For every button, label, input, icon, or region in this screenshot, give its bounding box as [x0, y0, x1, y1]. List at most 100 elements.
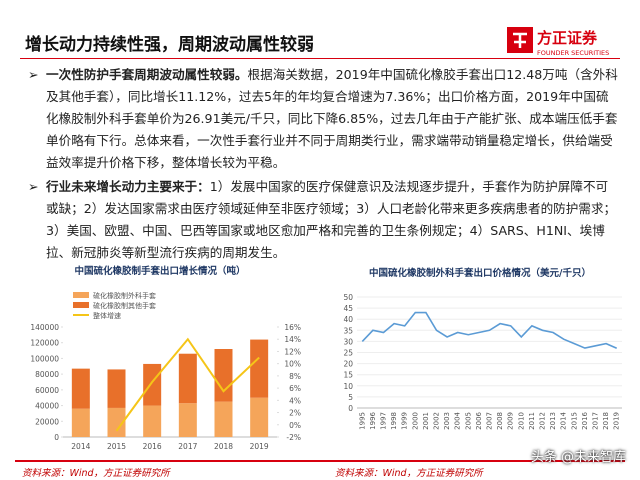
logo-text: 方正证券 [537, 29, 598, 47]
y-tick-label: 45 [343, 304, 353, 313]
chart-title: 中国硫化橡胶制外科手套出口价格情况（美元/千只） [369, 267, 591, 279]
y2-tick-label: 8% [289, 372, 301, 381]
x-tick-label: 2019 [613, 412, 621, 430]
logo-subtext: FOUNDER SECURITIES [537, 49, 609, 57]
logo-mark [513, 32, 527, 48]
y-tick-label: 30 [343, 337, 353, 346]
y-tick-label: 20000 [35, 417, 59, 426]
x-tick-label: 2014 [560, 411, 568, 429]
bar [143, 405, 162, 437]
x-tick-label: 2001 [422, 412, 430, 430]
y-tick-label: 35 [343, 326, 353, 335]
y2-tick-label: 2% [289, 409, 301, 418]
y-tick-label: 60000 [35, 386, 59, 395]
x-tick-label: 2016 [143, 442, 162, 451]
y2-tick-label: 16% [284, 323, 301, 332]
bar [250, 397, 269, 437]
y2-tick-label: 0% [289, 421, 301, 430]
y-tick-label: 25 [343, 349, 353, 358]
y-tick-label: 15 [343, 371, 353, 380]
y2-tick-label: 10% [284, 360, 301, 369]
x-tick-label: 2002 [433, 412, 441, 430]
x-tick-label: 1997 [380, 412, 388, 430]
x-tick-label: 2010 [517, 412, 525, 430]
bullet-text: 1）发展中国家的医疗保健意识及法规逐步提升，手套作为防护屏障不可或缺；2）发达国… [46, 179, 617, 260]
bullet: ➢ 行业未来增长动力主要来于：1）发展中国家的医疗保健意识及法规逐步提升，手套作为… [28, 179, 617, 260]
bar [250, 339, 269, 398]
y-tick-label: 140000 [30, 323, 59, 332]
x-tick-label: 2014 [71, 442, 90, 451]
bullet-lead: 一次性防护手套周期波动属性较弱。 [46, 67, 248, 82]
watermark: 头条 @未来智库 [530, 450, 626, 465]
y2-tick-label: 4% [289, 396, 301, 405]
line [361, 311, 618, 349]
bar [107, 369, 126, 408]
x-tick-label: 2009 [507, 412, 515, 430]
x-tick-label: 2016 [581, 411, 589, 429]
bar [71, 408, 90, 437]
bullet: ➢ 一次性防护手套周期波动属性较弱。根据海关数据，2019年中国硫化橡胶手套出口1… [28, 67, 618, 170]
x-tick-label: 2019 [250, 442, 269, 451]
bar [71, 368, 90, 409]
legend-swatch [73, 302, 89, 308]
legend-label: 硫化橡胶制其他手套 [93, 301, 156, 310]
x-tick-label: 2003 [443, 412, 451, 430]
x-tick-label: 2006 [475, 411, 483, 429]
bullet-text: 根据海关数据，2019年中国硫化橡胶手套出口12.48万吨（含外科及其他手套），… [46, 67, 618, 170]
y-tick-label: 80000 [35, 370, 59, 379]
x-tick-label: 1999 [401, 412, 409, 430]
x-tick-label: 2012 [539, 412, 547, 430]
header-rule [20, 58, 620, 59]
x-tick-label: 1998 [390, 412, 398, 430]
x-tick-label: 2017 [592, 412, 600, 430]
x-tick-label: 2018 [214, 442, 233, 451]
legend-label: 整体增速 [93, 311, 121, 320]
y-tick-label: 120000 [30, 339, 59, 348]
x-tick-label: 1996 [369, 411, 377, 429]
bar [214, 349, 233, 402]
y-tick-label: 0 [348, 404, 353, 413]
page-title: 增长动力持续性强，周期波动属性较弱 [25, 35, 314, 55]
y-tick-label: 40 [343, 315, 353, 324]
x-tick-label: 2005 [464, 412, 472, 430]
bar [107, 407, 126, 437]
bar [178, 403, 197, 437]
y2-tick-label: 12% [284, 347, 301, 356]
x-tick-label: 2013 [549, 412, 557, 430]
x-tick-label: 2017 [178, 442, 197, 451]
line [115, 337, 260, 432]
y2-tick-label: 14% [284, 335, 301, 344]
y-tick-label: 5 [348, 393, 353, 402]
y-tick-label: 0 [54, 433, 59, 442]
x-tick-label: 2011 [528, 412, 536, 430]
y-tick-label: 100000 [30, 354, 59, 363]
bullet-lead: 行业未来增长动力主要来于： [46, 179, 210, 194]
chart: 中国硫化橡胶制外科手套出口价格情况（美元/千只） 0 5 10 15 20 25 30 35 40… [343, 267, 622, 430]
chart: 中国硫化橡胶制手套出口增长情况（吨） 0 20000 40000 60000 80000 1… [30, 265, 301, 451]
bar [143, 363, 162, 406]
source: 资料来源：Wind，方正证券研究所 [22, 468, 170, 479]
footer-rule [15, 460, 625, 462]
y-tick-label: 40000 [35, 402, 59, 411]
x-tick-label: 2015 [570, 412, 578, 430]
x-tick-label: 2004 [454, 411, 462, 429]
legend-swatch [73, 292, 89, 298]
source: 资料来源：Wind，方正证券研究所 [335, 468, 483, 479]
x-tick-label: 2018 [602, 412, 610, 430]
bullet-list: ➢ 一次性防护手套周期波动属性较弱。根据海关数据，2019年中国硫化橡胶手套出口1… [28, 64, 618, 266]
x-tick-label: 2008 [496, 412, 504, 430]
y2-tick-label: 6% [289, 384, 301, 393]
x-tick-label: 2000 [411, 412, 419, 430]
logo: 方正证券 FOUNDER SECURITIES [507, 27, 609, 57]
y-tick-label: 50 [343, 293, 353, 302]
chart-title: 中国硫化橡胶制手套出口增长情况（吨） [74, 265, 245, 277]
bar [178, 353, 197, 404]
x-tick-label: 2007 [486, 412, 494, 430]
x-tick-label: 2015 [107, 442, 126, 451]
x-tick-label: 1995 [358, 412, 366, 430]
y-tick-label: 20 [343, 360, 353, 369]
y2-tick-label: -2% [286, 433, 301, 442]
legend-label: 硫化橡胶制外科手套 [93, 291, 156, 300]
bar [214, 401, 233, 437]
y-tick-label: 10 [343, 382, 353, 391]
